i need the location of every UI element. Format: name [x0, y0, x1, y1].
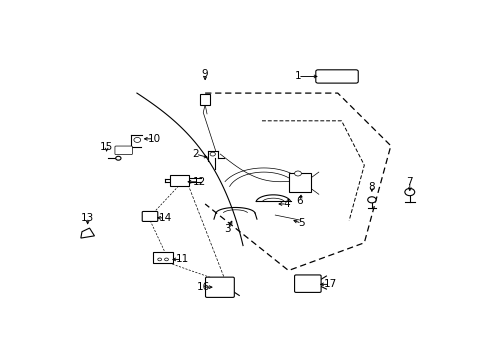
Text: 11: 11: [175, 255, 189, 264]
Circle shape: [210, 152, 215, 156]
Circle shape: [404, 188, 414, 195]
Circle shape: [134, 138, 141, 143]
Text: 12: 12: [192, 177, 205, 187]
Text: 15: 15: [100, 142, 113, 152]
Text: 3: 3: [224, 224, 231, 234]
Text: 6: 6: [296, 196, 303, 206]
Polygon shape: [81, 228, 94, 238]
Circle shape: [116, 156, 121, 160]
Bar: [200, 94, 210, 105]
Text: 7: 7: [406, 177, 412, 187]
Circle shape: [294, 171, 301, 176]
Text: 5: 5: [298, 219, 305, 228]
FancyBboxPatch shape: [315, 70, 358, 83]
FancyBboxPatch shape: [294, 275, 321, 292]
Circle shape: [164, 258, 168, 261]
Text: 9: 9: [202, 69, 208, 79]
Circle shape: [367, 197, 375, 203]
Bar: [153, 252, 172, 263]
Text: 17: 17: [323, 279, 336, 289]
Bar: [289, 174, 311, 192]
FancyBboxPatch shape: [115, 146, 132, 155]
Text: 14: 14: [159, 213, 172, 223]
Text: 2: 2: [192, 149, 199, 159]
Circle shape: [158, 258, 161, 261]
Bar: [169, 175, 188, 186]
Text: 13: 13: [81, 213, 94, 223]
Text: 8: 8: [368, 183, 374, 192]
Text: 4: 4: [283, 199, 289, 209]
FancyBboxPatch shape: [142, 211, 158, 221]
Text: 1: 1: [294, 72, 301, 81]
Text: 16: 16: [196, 282, 209, 292]
Text: 10: 10: [147, 134, 160, 144]
FancyBboxPatch shape: [205, 277, 234, 297]
